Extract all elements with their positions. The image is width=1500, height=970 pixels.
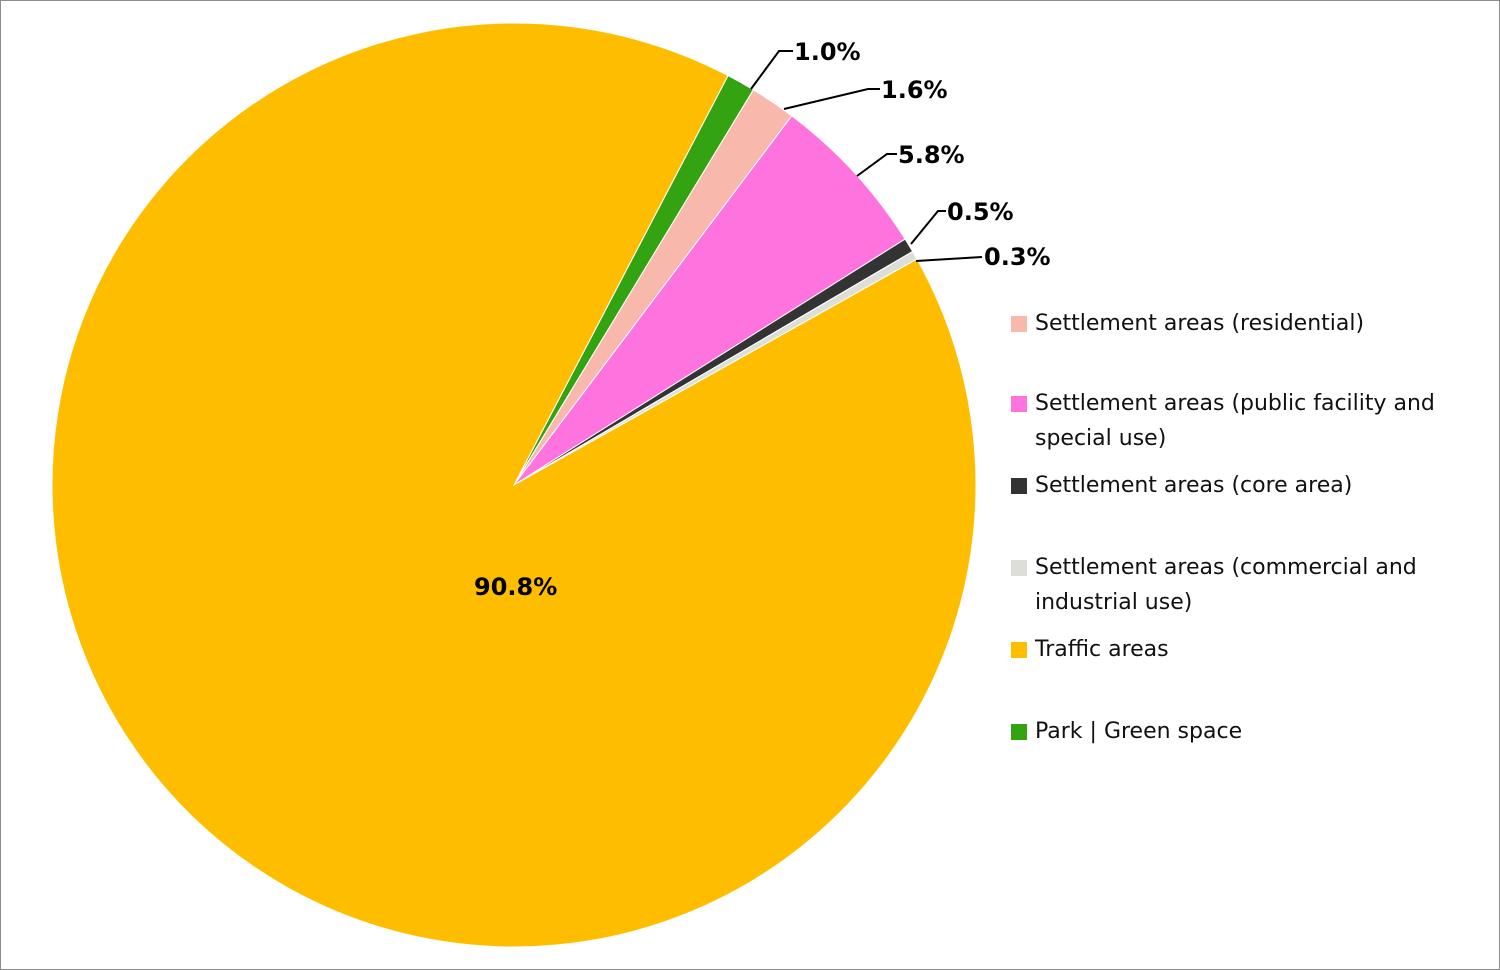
- legend-swatch: [1011, 724, 1027, 740]
- legend-item: Settlement areas (core area): [1011, 468, 1352, 503]
- legend-swatch: [1011, 642, 1027, 658]
- legend-label: Settlement areas (commercial and industri…: [1035, 555, 1417, 615]
- legend-label: Settlement areas (public facility and spe…: [1035, 391, 1435, 451]
- data-label: 0.5%: [947, 198, 1014, 226]
- legend-swatch: [1011, 316, 1027, 332]
- leader-line: [856, 153, 897, 177]
- legend-item: Park | Green space: [1011, 714, 1242, 749]
- leader-line: [910, 210, 946, 245]
- legend-swatch: [1011, 478, 1027, 494]
- legend-item: Settlement areas (commercial and industri…: [1011, 550, 1417, 620]
- data-label: 5.8%: [898, 141, 965, 169]
- legend-swatch: [1011, 560, 1027, 576]
- pie-slice: [51, 22, 977, 948]
- data-label: 1.0%: [794, 38, 861, 66]
- legend-item: Traffic areas: [1011, 632, 1169, 667]
- legend-label: Traffic areas: [1035, 637, 1169, 662]
- leader-line: [783, 88, 880, 110]
- legend-label: Settlement areas (residential): [1035, 311, 1365, 336]
- legend-swatch: [1011, 396, 1027, 412]
- data-label: 90.8%: [474, 573, 557, 601]
- data-label: 0.3%: [984, 243, 1051, 271]
- leader-line: [750, 50, 793, 90]
- legend-label: Park | Green space: [1035, 719, 1243, 744]
- legend-label: Settlement areas (core area): [1035, 473, 1353, 498]
- pie-slice: [513, 115, 906, 486]
- legend-item: Settlement areas (public facility and spe…: [1011, 386, 1435, 456]
- leader-line: [915, 256, 983, 262]
- legend-item: Settlement areas (residential): [1011, 306, 1364, 341]
- data-label: 1.6%: [881, 76, 948, 104]
